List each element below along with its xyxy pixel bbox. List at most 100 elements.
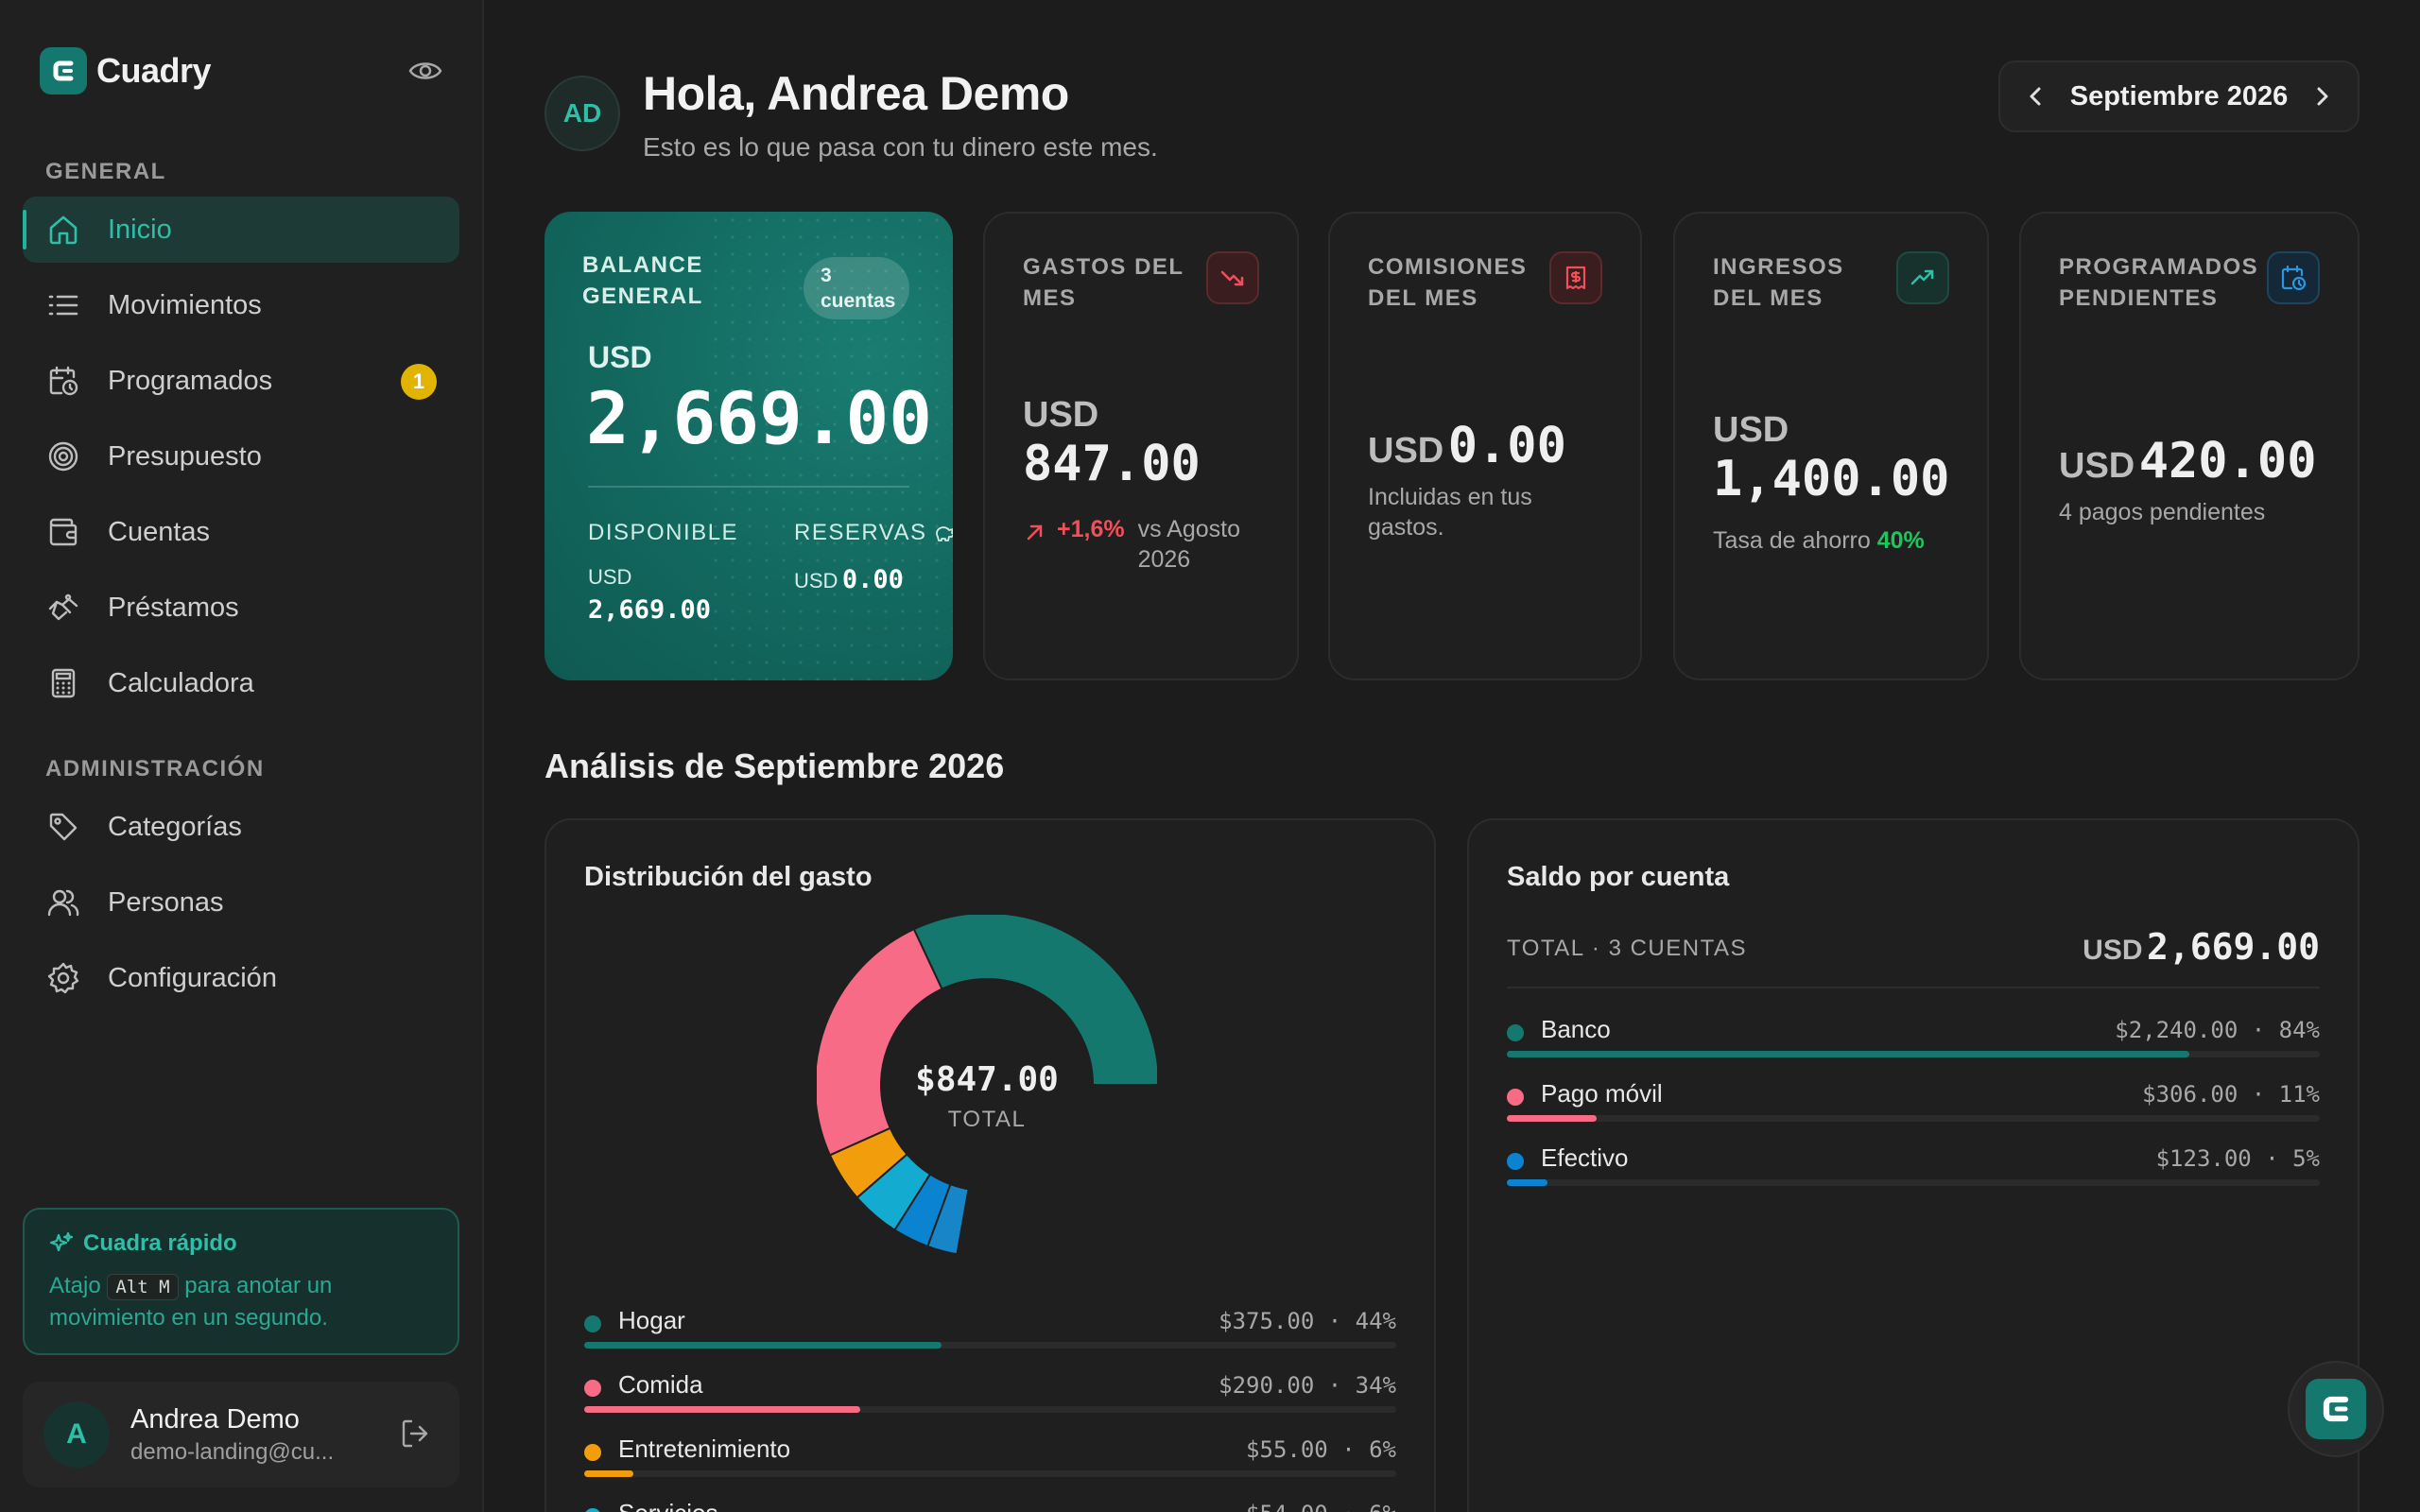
balance-dot-pattern [707,212,953,680]
scheduled-amount-row: USD 420.00 [2059,433,2317,490]
legend-row[interactable]: Servicios $54.00 · 6% [584,1497,1396,1512]
income-card[interactable]: INGRESOS DEL MES USD 1,400.00 Tasa de ah… [1673,212,1989,680]
calendar-clock-icon [2267,251,2320,304]
fees-card[interactable]: COMISIONES DEL MES USD 0.00 Incluidas en… [1328,212,1642,680]
accounts-total-label: TOTAL · 3 CUENTAS [1507,936,1747,961]
expenses-title: GASTOS DEL MES [1023,254,1184,311]
balance-title: BALANCE GENERAL [582,252,703,309]
available-label: DISPONIBLE [588,520,739,545]
legend-name: Servicios [618,1499,717,1512]
account-balance-panel: Saldo por cuenta TOTAL · 3 CUENTAS USD 2… [1467,818,2360,1512]
wallet-icon [45,514,81,550]
handshake-icon [45,590,81,626]
legend-dot [1507,1089,1524,1106]
fees-amount-row: USD 0.00 [1368,418,1566,474]
notification-badge: 1 [401,364,437,400]
sidebar-item-categorias[interactable]: Categorías [23,794,459,860]
donut-total-label: TOTAL [947,1107,1027,1132]
users-icon [45,885,81,920]
legend-row[interactable]: Banco $2,240.00 · 84% [1507,1013,2320,1060]
progress-fill [584,1406,861,1413]
legend-row[interactable]: Comida $290.00 · 34% [584,1368,1396,1416]
fees-amount: 0.00 [1447,418,1566,474]
reserves-amount: USD 0.00 [794,565,904,594]
sidebar-item-calculadora[interactable]: Calculadora [23,650,459,716]
legend-row[interactable]: Hogar $375.00 · 44% [584,1304,1396,1351]
fees-title: COMISIONES DEL MES [1368,254,1528,311]
reserves-label: RESERVAS [794,520,953,546]
sidebar-item-programados[interactable]: Programados 1 [23,348,459,414]
expenses-card[interactable]: GASTOS DEL MES USD 847.00 +1,6% vs Agost… [983,212,1299,680]
donut-slice-hogar[interactable] [912,915,1157,1086]
user-profile[interactable]: A Andrea Demo demo-landing@cu... [23,1382,459,1487]
sidebar-item-label: Programados [108,365,273,396]
eye-icon[interactable] [405,55,446,87]
income-currency: USD [1713,410,1789,450]
legend-value: $375.00 · 44% [1219,1308,1396,1334]
scheduled-currency: USD [2059,446,2135,486]
legend-name: Hogar [618,1306,685,1334]
donut-slice-comida[interactable] [817,927,943,1157]
chevron-left-icon[interactable] [2021,82,2049,111]
quick-add-button[interactable] [2288,1361,2384,1457]
legend-dot [1507,1153,1524,1170]
scheduled-card[interactable]: PROGRAMADOS PENDIENTES USD 420.00 4 pago… [2019,212,2360,680]
user-name: Andrea Demo [130,1403,300,1435]
income-note: Tasa de ahorro 40% [1713,527,1925,554]
gear-icon [45,960,81,996]
balance-currency: USD [588,340,652,374]
sparkles-icon [49,1231,74,1252]
divider [588,486,909,488]
month-picker: Septiembre 2026 [1998,60,2360,132]
legend-name: Pago móvil [1541,1079,1663,1108]
donut-slice-otros-2[interactable] [926,1182,970,1256]
expenses-amount: 847.00 [1023,436,1201,492]
sidebar-item-prestamos[interactable]: Préstamos [23,575,459,641]
legend-value: $123.00 · 5% [2155,1145,2320,1172]
sidebar-item-cuentas[interactable]: Cuentas [23,499,459,565]
brand[interactable]: Cuadry [40,47,212,94]
sidebar: Cuadry GENERAL Inicio Movimientos Progra… [0,0,484,1512]
legend-dot [1507,1024,1524,1041]
sidebar-item-movimientos[interactable]: Movimientos [23,272,459,338]
month-label[interactable]: Septiembre 2026 [2069,80,2289,112]
chevron-right-icon[interactable] [2308,82,2337,111]
scheduled-amount: 420.00 [2138,433,2317,490]
piggy-bank-icon [935,526,953,541]
tag-icon [45,809,81,845]
progress-track [584,1406,1396,1413]
accounts-count-badge: 3 cuentas [804,257,909,319]
logout-icon[interactable] [399,1418,431,1454]
target-icon [45,438,81,474]
quick-add-tip: Cuadra rápido Atajo Alt M para anotar un… [23,1208,459,1355]
sidebar-item-label: Personas [108,886,224,918]
accounts-total-amount: USD 2,669.00 [2083,926,2320,968]
available-amount: USD 2,669.00 [588,565,712,625]
receipt-icon [1549,251,1602,304]
legend-dot [584,1315,601,1332]
income-title: INGRESOS DEL MES [1713,254,1844,311]
arrow-up-right-icon [1027,524,1043,541]
header-avatar[interactable]: AD [544,76,620,151]
sidebar-item-label: Cuentas [108,516,211,547]
legend-name: Entretenimiento [618,1435,791,1463]
sidebar-item-presupuesto[interactable]: Presupuesto [23,423,459,490]
sidebar-item-inicio[interactable]: Inicio [23,197,459,263]
divider [1507,987,2320,988]
sidebar-item-label: Presupuesto [108,440,262,472]
income-amount: 1,400.00 [1713,451,1950,507]
section-title: Análisis de Septiembre 2026 [544,747,1005,785]
progress-track [584,1342,1396,1349]
legend-row[interactable]: Entretenimiento $55.00 · 6% [584,1433,1396,1480]
sidebar-item-configuracion[interactable]: Configuración [23,945,459,1011]
sidebar-item-personas[interactable]: Personas [23,869,459,936]
trending-up-icon [1896,251,1949,304]
legend-row[interactable]: Pago móvil $306.00 · 11% [1507,1077,2320,1125]
scheduled-title: PROGRAMADOS PENDIENTES [2059,254,2259,311]
legend-row[interactable]: Efectivo $123.00 · 5% [1507,1142,2320,1189]
quick-add-title: Cuadra rápido [49,1230,433,1257]
sidebar-item-label: Categorías [108,811,242,842]
balance-card[interactable]: BALANCE GENERAL 3 cuentas USD 2,669.00 D… [544,212,953,680]
spending-distribution-panel: Distribución del gasto $847.00 TOTAL Hog… [544,818,1436,1512]
calendar-clock-icon [45,363,81,399]
